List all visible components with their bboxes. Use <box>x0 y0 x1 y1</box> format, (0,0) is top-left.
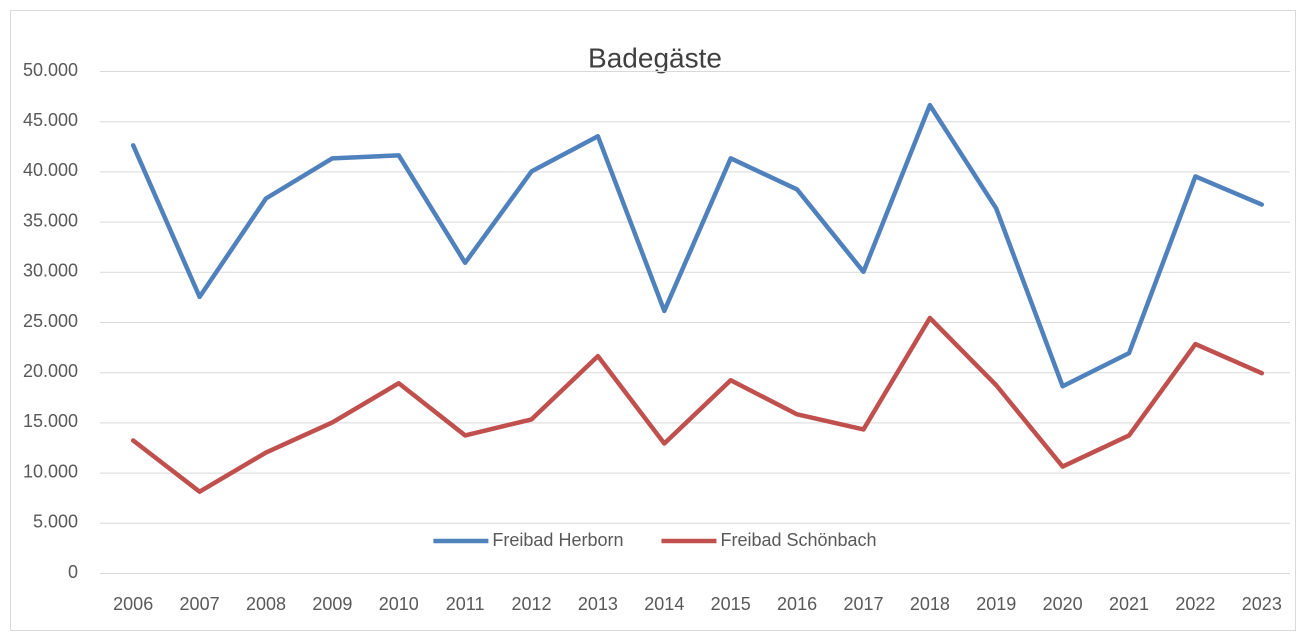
x-tick-label: 2006 <box>113 594 153 614</box>
chart-title: Badegäste <box>588 42 722 73</box>
x-tick-label: 2008 <box>246 594 286 614</box>
x-tick-label: 2017 <box>843 594 883 614</box>
x-tick-label: 2019 <box>976 594 1016 614</box>
x-tick-label: 2014 <box>644 594 684 614</box>
x-tick-label: 2010 <box>379 594 419 614</box>
x-tick-label: 2018 <box>910 594 950 614</box>
y-tick-label: 15.000 <box>23 411 78 431</box>
y-tick-label: 40.000 <box>23 160 78 180</box>
x-tick-label: 2009 <box>312 594 352 614</box>
y-tick-label: 20.000 <box>23 361 78 381</box>
legend-label: Freibad Herborn <box>492 530 623 550</box>
x-tick-label: 2023 <box>1242 594 1282 614</box>
y-tick-label: 30.000 <box>23 261 78 281</box>
series-line <box>130 315 1265 494</box>
y-tick-label: 10.000 <box>23 461 78 481</box>
x-tick-label: 2021 <box>1109 594 1149 614</box>
x-tick-label: 2011 <box>446 594 485 614</box>
series-line <box>130 102 1265 389</box>
y-tick-label: 0 <box>68 562 78 582</box>
y-tick-label: 5.000 <box>33 512 78 532</box>
x-tick-label: 2013 <box>578 594 618 614</box>
x-tick-label: 2020 <box>1043 594 1083 614</box>
x-tick-label: 2012 <box>512 594 552 614</box>
x-tick-label: 2015 <box>711 594 751 614</box>
legend-label: Freibad Schönbach <box>720 530 876 550</box>
chart-border <box>10 10 1296 631</box>
y-tick-label: 50.000 <box>23 60 78 80</box>
y-tick-label: 35.000 <box>23 210 78 230</box>
y-tick-label: 25.000 <box>23 311 78 331</box>
x-tick-label: 2007 <box>180 594 220 614</box>
y-tick-label: 45.000 <box>23 110 78 130</box>
x-tick-label: 2022 <box>1175 594 1215 614</box>
x-tick-label: 2016 <box>777 594 817 614</box>
